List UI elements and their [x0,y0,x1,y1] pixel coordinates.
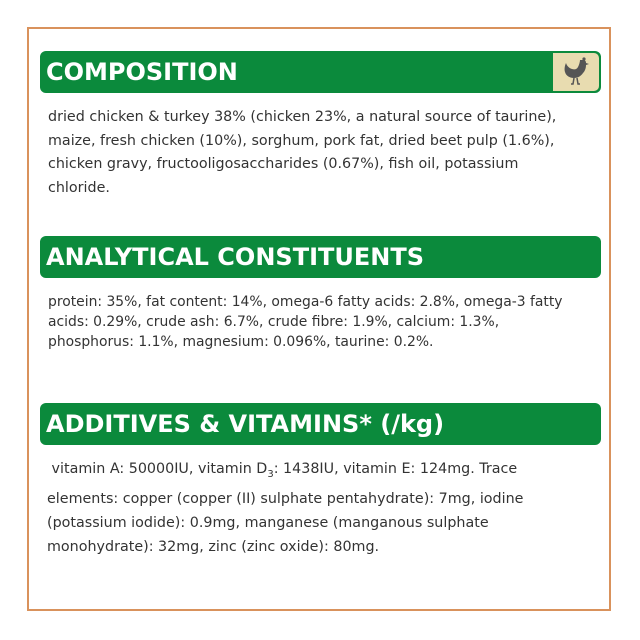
text-line: maize, fresh chicken (10%), sorghum, por… [48,132,555,149]
text-line: elements: copper (copper (II) sulphate p… [47,490,524,507]
text-line: dried chicken & turkey 38% (chicken 23%,… [48,109,557,125]
analytical-text: protein: 35%, fat content: 14%, omega-6 … [48,292,563,352]
analytical-header: ANALYTICAL CONSTITUENTS [40,236,601,278]
text-line: (potassium iodide): 0.9mg, manganese (ma… [47,514,489,531]
chicken-icon [553,53,599,91]
text-line: protein: 35%, fat content: 14%, omega-6 … [48,294,563,310]
text-line: chicken gravy, fructooligosaccharides (0… [48,156,519,172]
additives-text: vitamin A: 50000IU, vitamin D3: 1438IU, … [47,457,523,559]
composition-title: COMPOSITION [46,58,238,86]
text-line: acids: 0.29%, crude ash: 6.7%, crude fib… [48,314,500,330]
additives-title: ADDITIVES & VITAMINS* (/kg) [46,410,445,438]
text-segment: vitamin A: 50000IU, vitamin D [47,461,268,477]
text-line: monohydrate): 32mg, zinc (zinc oxide): 8… [47,538,380,555]
composition-header: COMPOSITION [40,51,601,93]
text-line: phosphorus: 1.1%, magnesium: 0.096%, tau… [48,334,434,350]
page-border [27,27,611,611]
subscript: 3 [267,468,274,480]
text-segment: : 1438IU, vitamin E: 124mg. Trace [273,461,518,477]
additives-header: ADDITIVES & VITAMINS* (/kg) [40,403,601,445]
text-line: chloride. [48,179,110,196]
analytical-title: ANALYTICAL CONSTITUENTS [46,243,424,271]
text-line: vitamin A: 50000IU, vitamin D3: 1438IU, … [47,457,523,487]
composition-text: dried chicken & turkey 38% (chicken 23%,… [48,106,556,200]
